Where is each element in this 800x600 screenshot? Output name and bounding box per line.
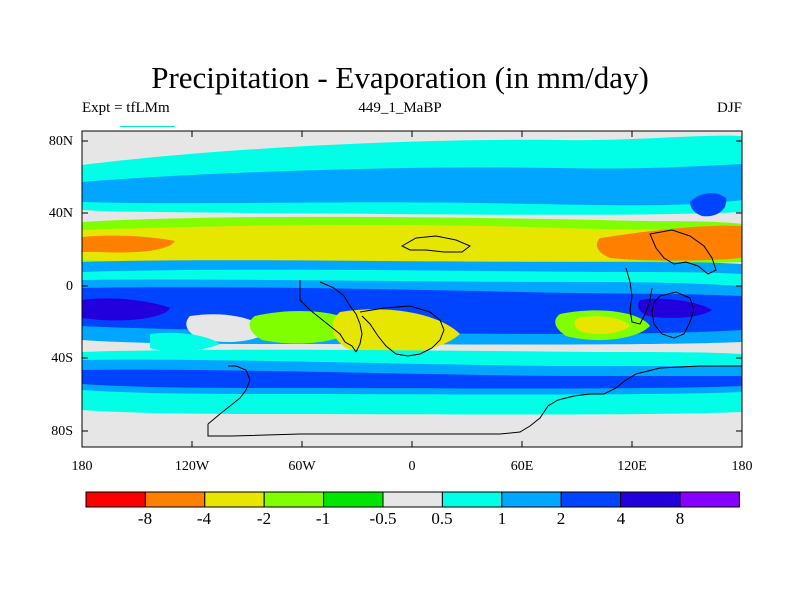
colorbar-label-7: 1 — [497, 509, 507, 528]
colorbar-box-11 — [679, 491, 740, 508]
colorbar-box-4 — [263, 491, 325, 508]
lon-label-0: 0 — [408, 459, 416, 474]
south-subtropics-cyan — [150, 332, 220, 352]
colorbar-label-9: 4 — [616, 509, 626, 528]
colorbar-box-2 — [144, 491, 206, 508]
coastline-mediterranean — [400, 235, 471, 253]
lon-label-180e: 180 — [731, 459, 753, 474]
south-subtropics-yellow-east — [574, 316, 630, 334]
precip-band-north-light — [82, 164, 742, 206]
plot-title: Precipitation - Evaporation (in mm/day) — [151, 60, 649, 95]
lat-label-40s: 40S — [51, 351, 73, 366]
lat-label-80n: 80N — [48, 134, 73, 149]
coastline-south-america — [319, 281, 363, 353]
coastline-americas — [299, 280, 357, 353]
lon-label-60e: 60E — [510, 459, 534, 474]
axis-ticks — [81, 131, 743, 447]
colorbar-label-5: -0.5 — [369, 509, 397, 528]
colorbar-box-6 — [382, 491, 443, 508]
colorbar-label-4: -1 — [315, 509, 331, 528]
colorbar-label-3: -2 — [256, 509, 272, 528]
storm-track-pacific — [690, 193, 727, 217]
colorbar-label-2: -4 — [196, 509, 212, 528]
colorbar-box-8 — [501, 491, 562, 508]
lat-label-40n: 40N — [48, 206, 73, 221]
colorbar-box-5 — [323, 491, 384, 508]
south-subtropics-green — [249, 311, 360, 344]
lon-label-120w: 120W — [174, 459, 210, 474]
colorbar-label-10: 8 — [675, 509, 685, 528]
lat-label-80s: 80S — [51, 424, 73, 439]
season-label: DJF — [716, 100, 742, 116]
colorbar-box-9 — [560, 491, 622, 508]
lat-label-equator: 0 — [66, 279, 73, 294]
colorbar-box-7 — [441, 491, 503, 508]
tropics-south-peak-west — [82, 298, 170, 321]
south-subtropics-yellow — [332, 309, 460, 355]
dry-band-north-orange-east — [596, 225, 742, 261]
south-subtropics-gray — [186, 314, 270, 342]
coastline-antarctica — [207, 365, 742, 437]
colorbar — [85, 491, 740, 508]
coastline-antarctic-peninsula — [207, 365, 251, 425]
colorbar-label-6: 0.5 — [431, 509, 453, 528]
coastline-maritime — [625, 267, 653, 325]
tropics-south-peak-east — [638, 298, 712, 318]
colorbar-label-1: -8 — [137, 509, 153, 528]
run-label: 449_1_MaBP — [358, 100, 442, 116]
antarctica-area — [82, 414, 742, 447]
coastline-asia-east — [649, 229, 717, 275]
colorbar-box-1 — [85, 491, 146, 508]
lon-label-60w: 60W — [288, 459, 316, 474]
experiment-line-sample — [120, 126, 175, 127]
coastline-africa — [359, 305, 445, 357]
lon-label-120e: 120E — [617, 459, 647, 474]
lon-label-180w: 180 — [71, 459, 93, 474]
experiment-label: Expt = tfLMm — [82, 100, 170, 116]
colorbar-label-8: 2 — [556, 509, 566, 528]
coastlines — [207, 229, 742, 437]
dry-band-north-yellow — [82, 224, 742, 262]
south-storm-strong — [82, 369, 742, 389]
colorbar-box-10 — [620, 491, 681, 508]
colorbar-box-3 — [204, 491, 265, 508]
dry-band-north-orange-west — [82, 235, 175, 253]
coastline-australia — [651, 291, 695, 339]
map-field — [82, 131, 742, 447]
